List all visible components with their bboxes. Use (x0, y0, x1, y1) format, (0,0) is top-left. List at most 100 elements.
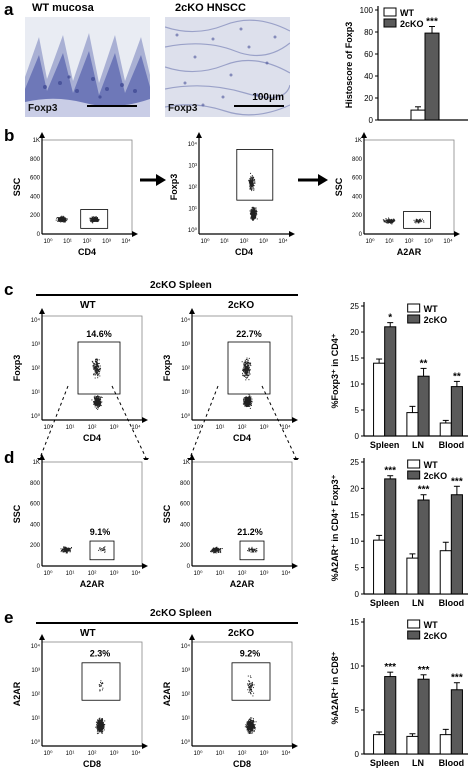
event-dot (243, 365, 245, 367)
event-dot (215, 547, 217, 549)
event-dot (250, 718, 252, 720)
event-dot (98, 549, 100, 551)
event-dot (248, 724, 250, 726)
event-dot (96, 405, 98, 407)
event-dot (242, 369, 244, 371)
event-dot (386, 219, 388, 221)
event-dot (94, 403, 96, 405)
event-dot (93, 218, 95, 220)
event-dot (241, 361, 243, 363)
y-tick-label: 0 (37, 232, 41, 238)
event-dot (93, 220, 95, 222)
x-tick-label: Blood (439, 598, 465, 608)
event-dot (423, 221, 425, 223)
event-dot (95, 358, 97, 360)
event-dot (97, 719, 99, 721)
x-tick-label: 10⁴ (131, 424, 141, 431)
event-dot (211, 548, 213, 550)
event-dot (247, 400, 249, 402)
event-dot (93, 403, 95, 405)
event-dot (256, 547, 258, 549)
bar (439, 734, 452, 755)
gate-box (236, 148, 274, 201)
event-dot (256, 550, 258, 552)
bar (450, 494, 463, 595)
event-dot (244, 368, 246, 370)
event-dot (243, 399, 245, 401)
event-dot (247, 727, 249, 729)
event-dot (248, 399, 250, 401)
event-dot (254, 216, 256, 218)
event-dot (419, 221, 421, 223)
event-dot (96, 362, 98, 364)
event-dot (96, 725, 98, 727)
event-dot (94, 377, 96, 379)
event-dot (94, 370, 96, 372)
event-dot (99, 689, 101, 691)
event-dot (66, 547, 68, 549)
event-dot (97, 721, 99, 723)
event-dot (100, 682, 102, 684)
y-tick-label: 10⁴ (181, 643, 191, 650)
y-tick-label: 5 (355, 406, 360, 415)
event-dot (384, 220, 386, 222)
chart-c-foxp3: 0 5 10 15 20 25 %Foxp3⁺ in CD4⁺ * Spleen ** LN ** Bl… (330, 302, 468, 450)
event-dot (252, 726, 254, 728)
event-dot (251, 548, 253, 550)
event-dot (247, 725, 249, 727)
y-tick-label: 0 (37, 564, 41, 570)
event-dot (423, 220, 425, 222)
event-dot (96, 399, 98, 401)
event-dot (97, 395, 99, 397)
event-dot (244, 364, 246, 366)
x-tick-label: LN (412, 440, 424, 450)
x-tick-label: 10³ (110, 425, 119, 431)
event-dot (98, 401, 100, 403)
event-dot (64, 546, 66, 548)
x-tick-label: 10⁴ (121, 238, 131, 245)
event-dot (95, 220, 97, 222)
event-dot (97, 405, 99, 407)
x-tick-label: 10⁴ (131, 750, 141, 757)
event-dot (252, 687, 254, 689)
significance-marker: *** (418, 485, 430, 496)
event-dot (93, 373, 95, 375)
event-dot (249, 688, 251, 690)
flow-plot-d-ko: 10⁰ 10¹ 10² 10³ 10⁴ 0 200 400 600 800 1K SSC A2AR 21.… (162, 454, 298, 589)
event-dot (247, 364, 249, 366)
event-dot (248, 730, 250, 732)
event-dot (252, 186, 254, 188)
legend-label: 2cKO (400, 19, 424, 29)
event-dot (246, 375, 248, 377)
event-dot (63, 221, 65, 223)
event-dot (99, 367, 101, 369)
event-dot (242, 368, 244, 370)
event-dot (248, 404, 250, 406)
event-dot (96, 217, 98, 219)
event-dot (251, 724, 253, 726)
event-dot (99, 727, 101, 729)
event-dot (252, 551, 254, 553)
event-dot (66, 548, 68, 550)
y-tick-label: 10⁰ (188, 227, 198, 234)
event-dot (60, 221, 62, 223)
event-dot (101, 548, 103, 550)
event-dot (246, 362, 248, 364)
event-dot (244, 398, 246, 400)
event-dot (244, 375, 246, 377)
event-dot (102, 722, 104, 724)
event-dot (64, 548, 66, 550)
c-group-rule (36, 294, 298, 296)
x-axis-arrow (292, 417, 298, 423)
event-dot (252, 695, 254, 697)
event-dot (250, 730, 252, 732)
chart-e-a2ar-cd8: 0 5 10 15 %A2AR⁺ in CD8⁺ *** Spleen *** LN *** Blo… (330, 618, 468, 768)
event-dot (251, 717, 253, 719)
y-tick-label: 5 (355, 706, 360, 715)
event-dot (98, 403, 100, 405)
event-dot (247, 689, 249, 691)
y-tick-label: 0 (359, 232, 363, 238)
event-dot (248, 399, 250, 401)
event-dot (61, 215, 63, 217)
event-dot (100, 723, 102, 725)
